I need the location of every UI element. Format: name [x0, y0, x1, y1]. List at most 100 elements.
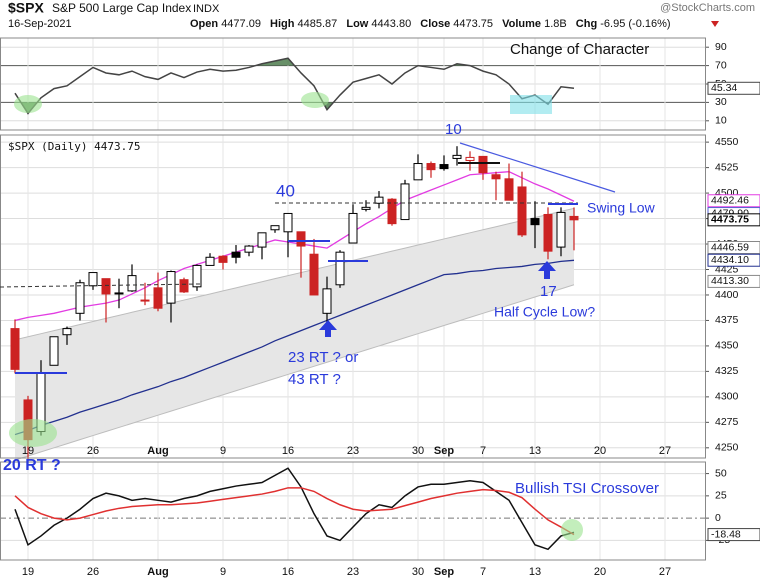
y-tick-label: 4400 — [715, 289, 739, 301]
quote-label: Open — [190, 18, 218, 30]
x-tick-label: 30 — [412, 445, 424, 457]
candle-body — [400, 183, 410, 221]
candle-body — [426, 163, 436, 171]
quote-label: Chg — [576, 18, 597, 30]
panel-frame — [0, 461, 706, 561]
candle-body — [439, 164, 449, 170]
y-tick-label: 4325 — [715, 365, 739, 377]
panel-frame — [0, 134, 706, 459]
x-tick-label: 7 — [480, 566, 486, 578]
candle-body — [491, 174, 501, 180]
x-tick-label: 27 — [659, 566, 671, 578]
x-tick-label: 13 — [529, 445, 541, 457]
candle-body — [517, 186, 527, 236]
value-box-label: 4446.59 — [711, 241, 749, 253]
trend-line — [459, 142, 616, 193]
candle-body — [49, 336, 59, 366]
value-box — [707, 213, 760, 227]
y-tick-label: 50 — [715, 467, 727, 479]
candle-body — [374, 196, 384, 204]
annotation: 10 — [445, 121, 462, 138]
candle-body — [257, 232, 267, 248]
y-tick-label: 4250 — [715, 442, 739, 454]
quote-value: 4477.09 — [221, 18, 261, 30]
symbol: $SPX — [8, 0, 44, 16]
candle-body — [283, 212, 293, 233]
y-tick-label: 10 — [715, 115, 727, 127]
annotation: Change of Character — [510, 41, 649, 58]
candle-body — [322, 288, 332, 314]
candle-body — [530, 218, 540, 226]
value-box — [707, 81, 760, 95]
x-tick-label: 20 — [594, 566, 606, 578]
watermark: @StockCharts.com — [660, 2, 755, 14]
moving-average — [14, 259, 575, 436]
x-tick-label: Aug — [147, 566, 168, 578]
candle-body — [88, 272, 98, 287]
up-arrow — [319, 320, 337, 337]
value-box — [707, 274, 760, 288]
value-box-label: 45.34 — [711, 82, 737, 94]
annotation: 20 RT ? — [3, 457, 61, 474]
x-tick-label: 27 — [659, 445, 671, 457]
x-tick-label: 16 — [282, 566, 294, 578]
candle-body — [270, 225, 280, 231]
candle-body — [192, 264, 202, 288]
quote-label: Volume — [502, 18, 541, 30]
channel-lower — [14, 284, 575, 461]
value-box-label: 4473.75 — [711, 214, 749, 226]
value-box — [707, 253, 760, 267]
series-line — [14, 467, 575, 551]
level-line — [0, 283, 201, 288]
y-tick-label: 4550 — [715, 136, 739, 148]
candle-body — [465, 156, 475, 161]
series-line — [14, 57, 575, 115]
annotation: 23 RT ? or — [288, 349, 358, 366]
candle-body — [62, 328, 72, 336]
candle-body — [361, 206, 371, 210]
highlight — [561, 519, 583, 541]
exchange: INDX — [193, 3, 220, 15]
candle-body — [75, 282, 85, 314]
quote-value: 1.8B — [544, 18, 567, 30]
x-tick-label: 7 — [480, 445, 486, 457]
value-box — [707, 528, 760, 542]
y-tick-label: 4525 — [715, 161, 739, 173]
annotation: 17 — [540, 283, 557, 300]
channel-band — [15, 208, 574, 461]
annotation: Bullish TSI Crossover — [515, 480, 659, 497]
candle-body — [556, 211, 566, 248]
highlight — [9, 419, 57, 447]
candle-body — [387, 198, 397, 225]
channel-upper — [14, 207, 575, 341]
x-tick-label: 26 — [87, 445, 99, 457]
highlight — [14, 95, 42, 113]
index-name: S&P 500 Large Cap Index — [52, 1, 191, 15]
candle-body — [205, 256, 215, 266]
date: 16-Sep-2021 — [8, 18, 72, 30]
quote-value: -6.95 (-0.16%) — [600, 18, 670, 30]
highlight — [510, 95, 552, 114]
x-tick-label: 26 — [87, 566, 99, 578]
x-tick-label: 23 — [347, 445, 359, 457]
y-tick-label: 4350 — [715, 340, 739, 352]
value-box — [707, 194, 760, 208]
candle-body — [140, 299, 150, 302]
candle-body — [10, 328, 20, 370]
candle-body — [244, 245, 254, 253]
x-tick-label: Sep — [434, 566, 454, 578]
x-tick-label: 16 — [282, 445, 294, 457]
candle-body — [309, 253, 319, 296]
quote-label: Close — [420, 18, 450, 30]
candle-body — [413, 163, 423, 181]
x-tick-label: 30 — [412, 566, 424, 578]
y-tick-label: 90 — [715, 41, 727, 53]
highlight — [301, 92, 329, 108]
x-tick-label: 13 — [529, 566, 541, 578]
quote-value: 4443.80 — [371, 18, 411, 30]
candle-body — [296, 231, 306, 247]
annotation: 43 RT ? — [288, 371, 341, 388]
y-tick-label: 0 — [715, 512, 721, 524]
